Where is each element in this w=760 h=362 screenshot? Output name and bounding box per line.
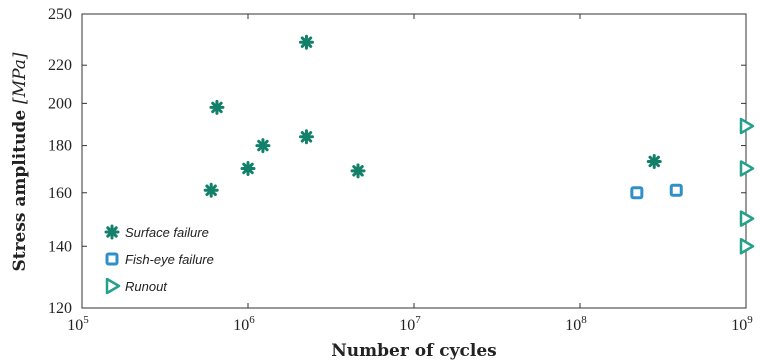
y-tick-label: 140 — [48, 238, 72, 255]
marker-asterisk — [255, 138, 271, 154]
asterisk-stroke — [648, 155, 660, 168]
marker-triangle-right — [739, 160, 755, 177]
legend-symbol-asterisk — [104, 224, 120, 240]
square-shape — [669, 183, 683, 197]
marker-asterisk — [350, 163, 366, 179]
marker-asterisk — [646, 153, 662, 169]
y-tick-label: 200 — [48, 95, 72, 112]
x-tick-label: 105 — [67, 314, 89, 334]
legend-label: Fish-eye failure — [125, 252, 214, 267]
y-axis-title-text: Stress amplitude — [10, 110, 30, 272]
y-axis-title: Stress amplitude [MPa] — [10, 52, 30, 271]
data-marks — [203, 34, 755, 255]
legend-symbol-square — [105, 252, 119, 266]
marker-triangle-right — [739, 238, 755, 255]
legend-label: Runout — [125, 279, 168, 294]
y-axis-unit: [MPa] — [10, 52, 30, 104]
marker-asterisk — [203, 182, 219, 198]
y-tick-label: 120 — [48, 300, 72, 317]
x-tick-base: 10 — [67, 317, 83, 334]
x-tick-label: 106 — [233, 314, 255, 334]
x-tick-base: 10 — [731, 317, 747, 334]
x-tick-label: 109 — [731, 314, 753, 334]
marker-asterisk — [209, 99, 225, 115]
asterisk-stroke — [352, 165, 364, 177]
square-shape — [105, 252, 119, 266]
x-axis-title: Number of cycles — [331, 341, 496, 361]
asterisk-stroke — [242, 162, 254, 175]
marker-square — [669, 183, 683, 197]
marker-asterisk — [240, 160, 256, 176]
legend-entry: Runout — [105, 277, 168, 295]
plot-area — [81, 13, 747, 309]
x-tick-base: 10 — [399, 317, 415, 334]
marker-triangle-right — [739, 117, 755, 135]
asterisk-stroke — [300, 36, 313, 48]
marker-square — [630, 186, 644, 200]
marker-asterisk — [298, 34, 314, 50]
y-tick-label: 160 — [48, 185, 72, 202]
square-shape — [630, 186, 644, 200]
asterisk-stroke — [106, 226, 118, 238]
asterisk-stroke — [300, 131, 313, 143]
triangle-shape — [739, 160, 755, 177]
triangle-shape — [739, 117, 755, 135]
x-tick-exponent: 9 — [747, 314, 753, 326]
legend: Surface failure Fish-eye failure Runout — [104, 224, 214, 295]
x-tick-exponent: 8 — [581, 314, 587, 326]
x-tick-label: 108 — [565, 314, 587, 334]
y-tick-label: 220 — [48, 57, 72, 74]
marker-asterisk — [298, 129, 314, 145]
x-tick-exponent: 6 — [249, 314, 255, 326]
marker-triangle-right — [739, 210, 755, 227]
asterisk-stroke — [211, 101, 223, 114]
y-tick-label: 250 — [48, 6, 72, 23]
x-tick-exponent: 7 — [415, 314, 421, 326]
x-tick-label: 107 — [399, 314, 421, 334]
legend-symbol-triangle-right — [105, 277, 121, 295]
triangle-shape — [105, 277, 121, 295]
x-tick-base: 10 — [565, 317, 581, 334]
x-tick-base: 10 — [233, 317, 249, 334]
legend-entry: Fish-eye failure — [105, 252, 214, 267]
asterisk-stroke — [205, 184, 217, 197]
legend-label: Surface failure — [125, 225, 209, 240]
x-tick-exponent: 5 — [83, 314, 89, 326]
asterisk-stroke — [257, 139, 269, 152]
y-tick-label: 180 — [48, 138, 72, 155]
triangle-shape — [739, 238, 755, 255]
legend-entry: Surface failure — [104, 224, 209, 240]
triangle-shape — [739, 210, 755, 227]
